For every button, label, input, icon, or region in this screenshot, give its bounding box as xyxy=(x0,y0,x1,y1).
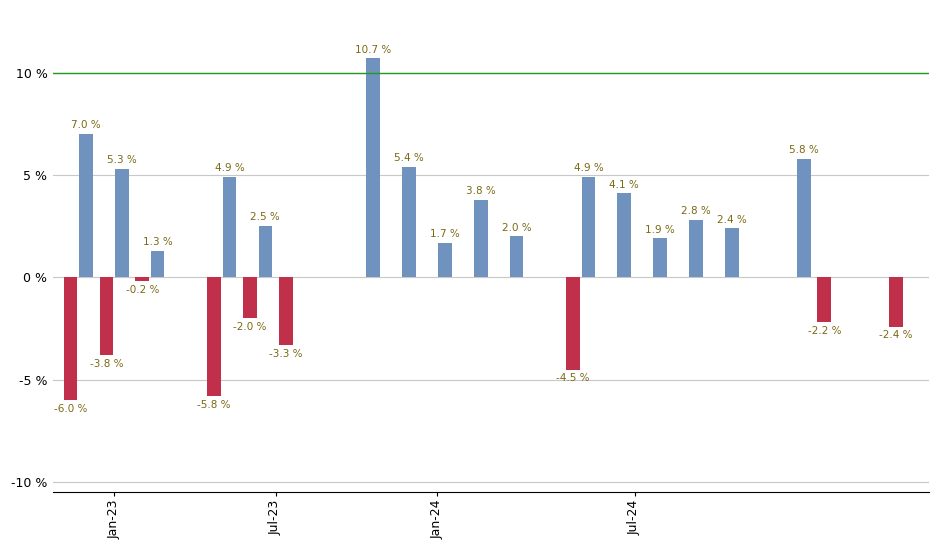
Text: 2.4 %: 2.4 % xyxy=(717,214,747,224)
Text: 4.1 %: 4.1 % xyxy=(609,180,639,190)
Bar xyxy=(889,277,902,327)
Bar xyxy=(818,277,831,322)
Text: -2.0 %: -2.0 % xyxy=(233,322,267,332)
Text: -5.8 %: -5.8 % xyxy=(197,400,231,410)
Bar xyxy=(689,220,703,277)
Bar xyxy=(618,194,631,277)
Bar xyxy=(223,177,236,277)
Bar xyxy=(582,177,595,277)
Text: 10.7 %: 10.7 % xyxy=(355,45,391,54)
Text: -4.5 %: -4.5 % xyxy=(556,373,589,383)
Bar xyxy=(474,200,488,277)
Text: 1.3 %: 1.3 % xyxy=(143,237,173,247)
Bar xyxy=(64,277,77,400)
Bar xyxy=(150,251,164,277)
Text: 5.8 %: 5.8 % xyxy=(789,145,819,155)
Text: 1.7 %: 1.7 % xyxy=(430,229,460,239)
Bar xyxy=(509,236,524,277)
Text: -2.4 %: -2.4 % xyxy=(879,330,913,340)
Text: -2.2 %: -2.2 % xyxy=(807,326,841,336)
Bar xyxy=(653,239,667,277)
Text: -3.3 %: -3.3 % xyxy=(269,349,303,359)
Text: 2.0 %: 2.0 % xyxy=(502,223,531,233)
Text: 2.5 %: 2.5 % xyxy=(250,212,280,223)
Text: 3.8 %: 3.8 % xyxy=(466,186,495,196)
Text: -3.8 %: -3.8 % xyxy=(89,359,123,369)
Bar xyxy=(135,277,149,282)
Bar xyxy=(438,243,451,277)
Text: 2.8 %: 2.8 % xyxy=(682,206,711,216)
Text: 7.0 %: 7.0 % xyxy=(71,120,101,130)
Bar xyxy=(797,158,810,277)
Text: 1.9 %: 1.9 % xyxy=(646,225,675,235)
Bar xyxy=(258,226,273,277)
Text: 5.3 %: 5.3 % xyxy=(107,155,136,165)
Bar xyxy=(79,134,93,277)
Text: -6.0 %: -6.0 % xyxy=(54,404,87,414)
Bar xyxy=(279,277,292,345)
Bar xyxy=(402,167,415,277)
Bar xyxy=(115,169,129,277)
Text: 4.9 %: 4.9 % xyxy=(214,163,244,173)
Bar xyxy=(243,277,257,318)
Bar xyxy=(207,277,221,396)
Text: -0.2 %: -0.2 % xyxy=(126,285,159,295)
Text: 4.9 %: 4.9 % xyxy=(573,163,603,173)
Bar xyxy=(725,228,739,277)
Bar xyxy=(367,58,380,277)
Bar xyxy=(566,277,580,370)
Text: 5.4 %: 5.4 % xyxy=(394,153,424,163)
Bar xyxy=(100,277,113,355)
